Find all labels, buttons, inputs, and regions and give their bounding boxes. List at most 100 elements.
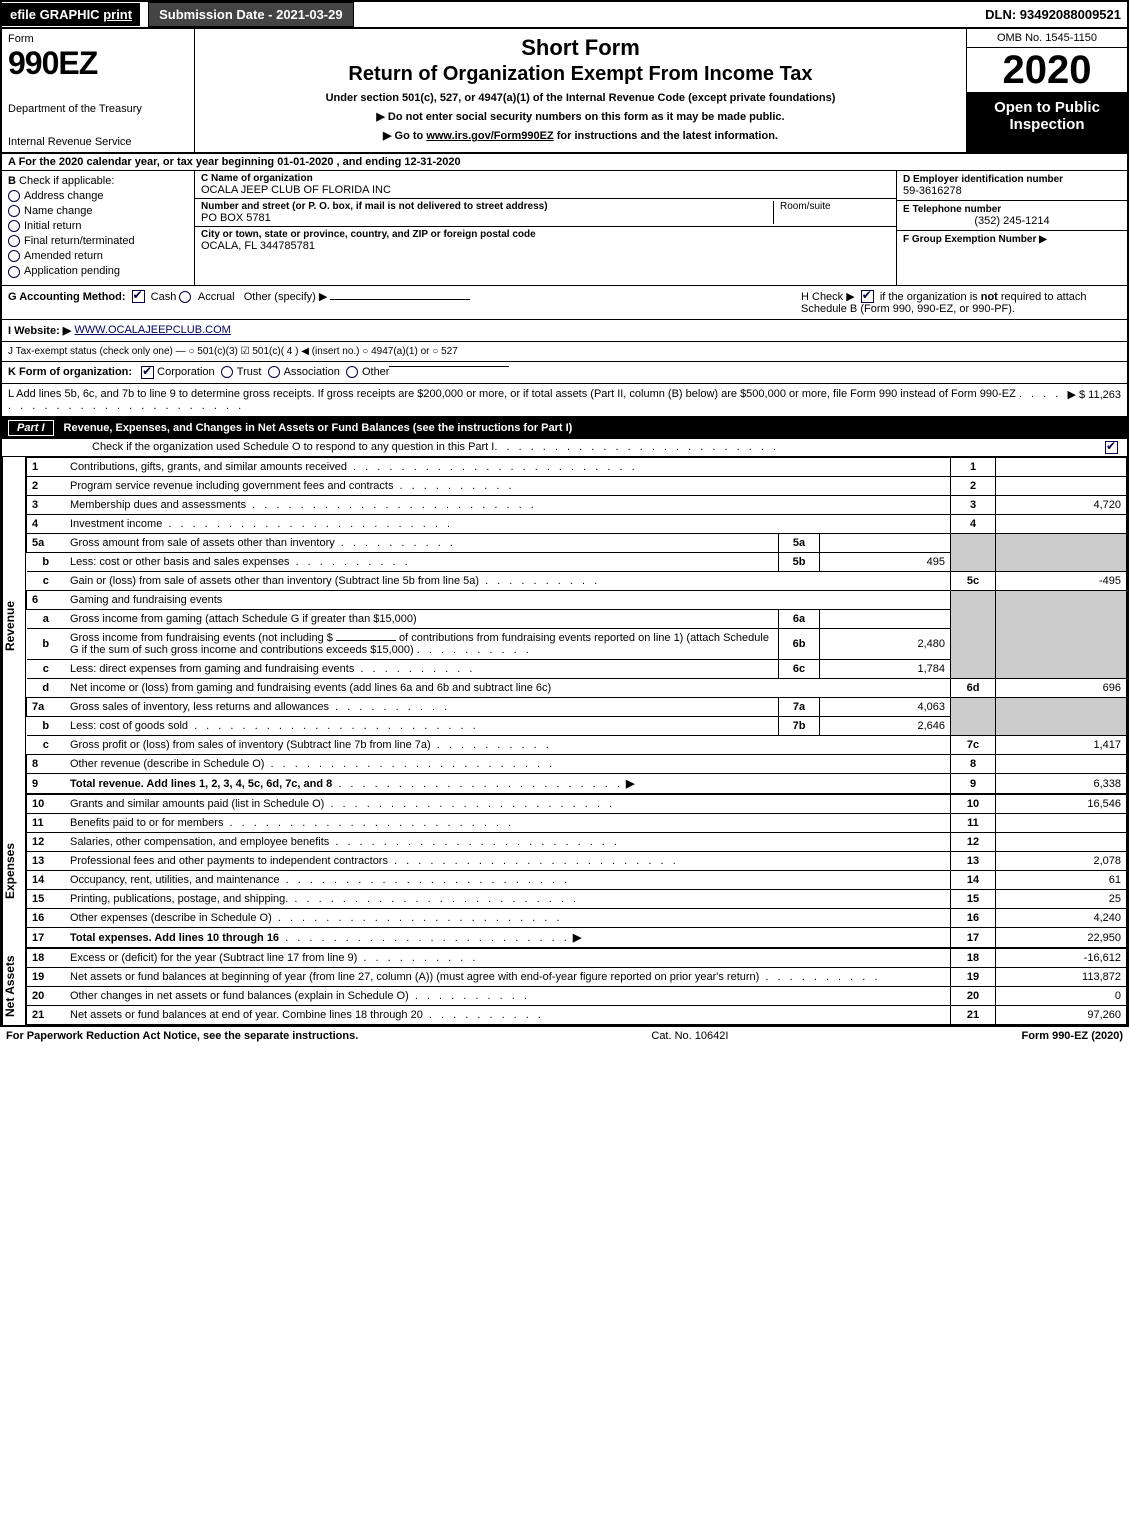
line-num: 13 [27,852,66,871]
line-8: 8 Other revenue (describe in Schedule O)… [27,755,1127,774]
line-20: 20Other changes in net assets or fund ba… [27,987,1127,1006]
b-item-pending[interactable]: Application pending [8,265,188,277]
line-desc: Contributions, gifts, grants, and simila… [70,461,347,473]
circle-icon[interactable] [268,366,280,378]
line-amt [996,755,1127,774]
irs-link[interactable]: www.irs.gov/Form990EZ [426,130,553,142]
b-item-initial[interactable]: Initial return [8,220,188,232]
dots-icon [264,758,555,770]
line-amt: -495 [996,572,1127,591]
h-t1: H Check ▶ [801,291,858,303]
efile-graphic: GRAPHIC [40,7,104,22]
g-cash-checkbox[interactable] [132,290,145,303]
dots-icon [188,720,479,732]
column-c-org: C Name of organization OCALA JEEP CLUB O… [195,171,896,285]
c-room-label: Room/suite [773,201,890,224]
circle-icon[interactable] [221,366,233,378]
dots-icon [431,739,552,751]
line-amt [996,515,1127,534]
line-amt: 113,872 [996,968,1127,987]
b-item-amended[interactable]: Amended return [8,250,188,262]
line-col: 21 [951,1006,996,1025]
print-link[interactable]: print [103,7,132,22]
k-other-blank[interactable] [389,366,509,367]
inner-val [820,534,951,553]
b-item-name[interactable]: Name change [8,205,188,217]
line-num: 14 [27,871,66,890]
expenses-vert-label: Expenses [2,794,26,948]
sched-o-checkbox[interactable] [1105,441,1118,454]
line-desc: Gross profit or (loss) from sales of inv… [70,739,431,751]
line-desc: Gaming and fundraising events [65,591,951,610]
b-item-final[interactable]: Final return/terminated [8,235,188,247]
row-k-form-org: K Form of organization: Corporation Trus… [2,362,1127,384]
dots-icon [479,575,600,587]
title-short-form: Short Form [203,35,958,61]
line-desc: Total expenses. Add lines 10 through 16 … [65,928,951,948]
line-15: 15Printing, publications, postage, and s… [27,890,1127,909]
inner-lc: 6c [779,660,820,679]
line-desc: Gain or (loss) from sale of assets other… [70,575,479,587]
circle-icon[interactable] [179,291,191,303]
h-checkbox[interactable] [861,290,874,303]
line-desc: Investment income [70,518,162,530]
note-goto-post: for instructions and the latest informat… [554,130,778,142]
line-desc: Membership dues and assessments [70,499,246,511]
line-col: 18 [951,949,996,968]
circle-icon[interactable] [346,366,358,378]
g-other-blank[interactable] [330,299,470,300]
i-label: I Website: ▶ [8,324,71,337]
line-col: 11 [951,814,996,833]
dln-label: DLN: 93492088009521 [985,7,1127,22]
revenue-table: 1 Contributions, gifts, grants, and simi… [26,457,1127,794]
page-footer: For Paperwork Reduction Act Notice, see … [0,1027,1129,1045]
h-not: not [981,291,998,303]
top-bar: efile GRAPHIC print Submission Date - 20… [2,2,1127,29]
k-corporation-checkbox[interactable] [141,366,154,379]
note-goto: ▶ Go to www.irs.gov/Form990EZ for instru… [203,129,958,142]
line-num: 11 [27,814,66,833]
line-col: 13 [951,852,996,871]
inner-val: 4,063 [820,698,951,717]
net-assets-table: 18Excess or (deficit) for the year (Subt… [26,948,1127,1025]
line-num: 16 [27,909,66,928]
line-col: 7c [951,736,996,755]
b-item-label: Final return/terminated [24,235,135,247]
line-13: 13Professional fees and other payments t… [27,852,1127,871]
website-link[interactable]: WWW.OCALAJEEPCLUB.COM [74,324,230,336]
inner-lc: 6a [779,610,820,629]
dots-icon [332,778,623,790]
line-col: 4 [951,515,996,534]
line-amt: 0 [996,987,1127,1006]
inner-lc: 6b [779,629,820,660]
line-desc: Printing, publications, postage, and shi… [65,890,951,909]
line-desc: Less: cost or other basis and sales expe… [70,556,290,568]
line-desc: Net assets or fund balances at beginning… [65,968,951,987]
e-phone-cell: E Telephone number (352) 245-1214 [897,201,1127,231]
dots-icon [417,644,532,656]
c-city-cell: City or town, state or province, country… [195,227,896,285]
part-i-title: Revenue, Expenses, and Changes in Net As… [64,422,573,434]
line-amt: 1,417 [996,736,1127,755]
d-ein-label: D Employer identification number [903,174,1121,185]
g-accrual-label: Accrual [198,291,235,303]
line-amt: 696 [996,679,1127,698]
line-7a: 7a Gross sales of inventory, less return… [27,698,1127,717]
line-1: 1 Contributions, gifts, grants, and simi… [27,458,1127,477]
line-num: 10 [27,795,66,814]
line-col: 12 [951,833,996,852]
b-item-address[interactable]: Address change [8,190,188,202]
b-item-label: Amended return [24,250,103,262]
info-grid: B Check if applicable: Address change Na… [2,171,1127,286]
g-label: G Accounting Method: [8,291,126,303]
blank-field[interactable] [336,640,396,641]
line-desc: Gross sales of inventory, less returns a… [70,701,329,713]
form-container: efile GRAPHIC print Submission Date - 20… [0,0,1129,1027]
l-amount: 11,263 [1088,389,1121,401]
note-ssn: ▶ Do not enter social security numbers o… [203,110,958,123]
part-i-header: Part I Revenue, Expenses, and Changes in… [2,417,1127,439]
line-desc: Occupancy, rent, utilities, and maintena… [65,871,951,890]
footer-right: Form 990-EZ (2020) [1022,1030,1123,1042]
line-col: 5c [951,572,996,591]
footer-cat: Cat. No. 10642I [651,1030,728,1042]
